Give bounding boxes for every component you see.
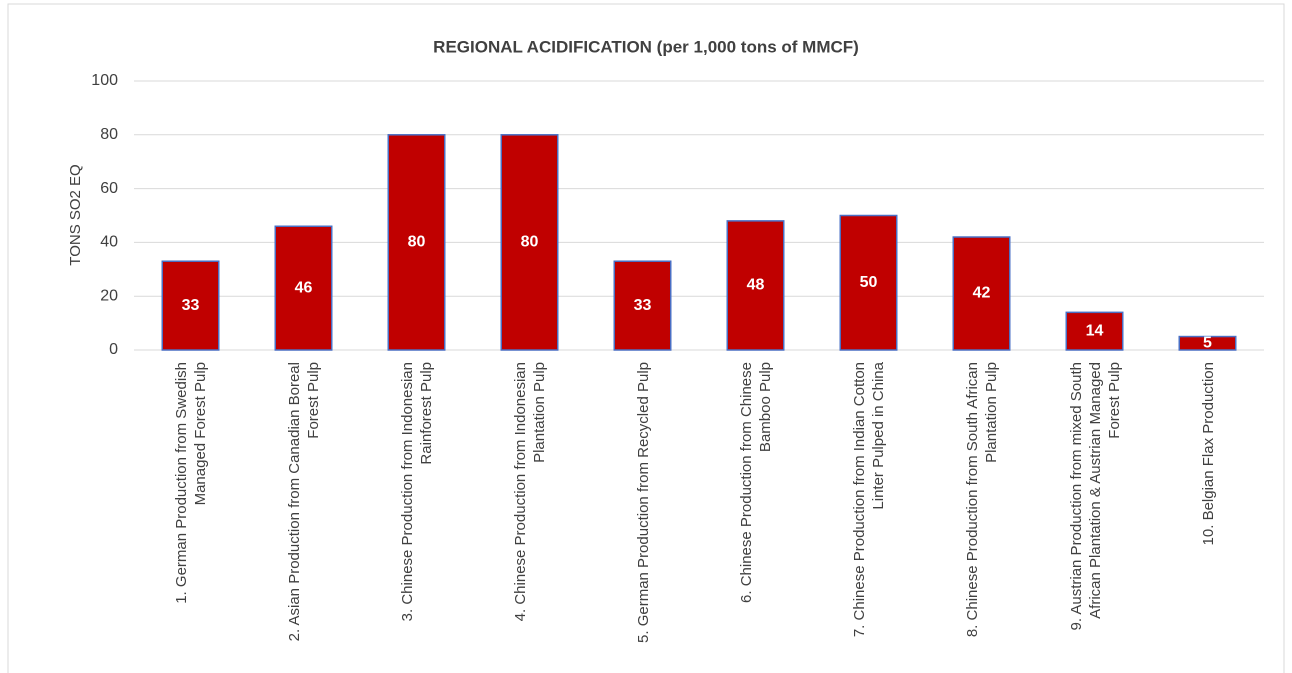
y-tick-label: 20 — [100, 287, 118, 304]
chart-title: REGIONAL ACIDIFICATION (per 1,000 tons o… — [433, 37, 859, 56]
data-label: 46 — [295, 279, 313, 296]
bar — [1178, 335, 1237, 351]
data-label: 80 — [408, 234, 426, 251]
bar — [726, 220, 785, 351]
x-tick-label: 3. Chinese Production from Indonesian Ra… — [398, 362, 435, 622]
bar — [387, 134, 446, 351]
y-tick-label: 100 — [91, 72, 118, 89]
data-label: 14 — [1086, 322, 1104, 339]
frame-border — [7, 3, 1285, 673]
y-axis-title: TONS SO2 EQ — [67, 164, 84, 265]
bar — [952, 236, 1011, 351]
x-tick-label: 8. Chinese Production from South African… — [963, 362, 1000, 638]
x-tick-label: 7. Chinese Production from Indian Cotton… — [850, 362, 887, 638]
y-tick-label: 40 — [100, 234, 118, 251]
x-tick-label: 6. Chinese Production from Chinese Bambo… — [737, 362, 774, 603]
x-tick-label: 9. Austrian Production from mixed South … — [1067, 362, 1122, 631]
bar — [161, 260, 220, 351]
x-tick-label: 10. Belgian Flax Production — [1199, 362, 1216, 546]
bar — [613, 260, 672, 351]
x-tick-label: 1. German Production from Swedish Manage… — [172, 362, 209, 604]
data-label: 33 — [182, 297, 200, 314]
data-label: 50 — [860, 274, 878, 291]
bar — [500, 134, 559, 351]
data-label: 33 — [634, 297, 652, 314]
data-label: 80 — [521, 234, 539, 251]
bar — [274, 225, 333, 351]
bar — [1065, 311, 1124, 351]
data-label: 42 — [973, 285, 991, 302]
data-label: 48 — [747, 277, 765, 294]
x-tick-label: 2. Asian Production from Canadian Boreal… — [285, 362, 322, 642]
data-label: 5 — [1203, 334, 1212, 351]
x-tick-label: 5. German Production from Recycled Pulp — [634, 362, 651, 643]
x-tick-label: 4. Chinese Production from Indonesian Pl… — [511, 362, 548, 622]
y-tick-label: 80 — [100, 126, 118, 143]
y-tick-label: 60 — [100, 180, 118, 197]
y-tick-label: 0 — [109, 341, 118, 358]
bar — [839, 214, 898, 351]
